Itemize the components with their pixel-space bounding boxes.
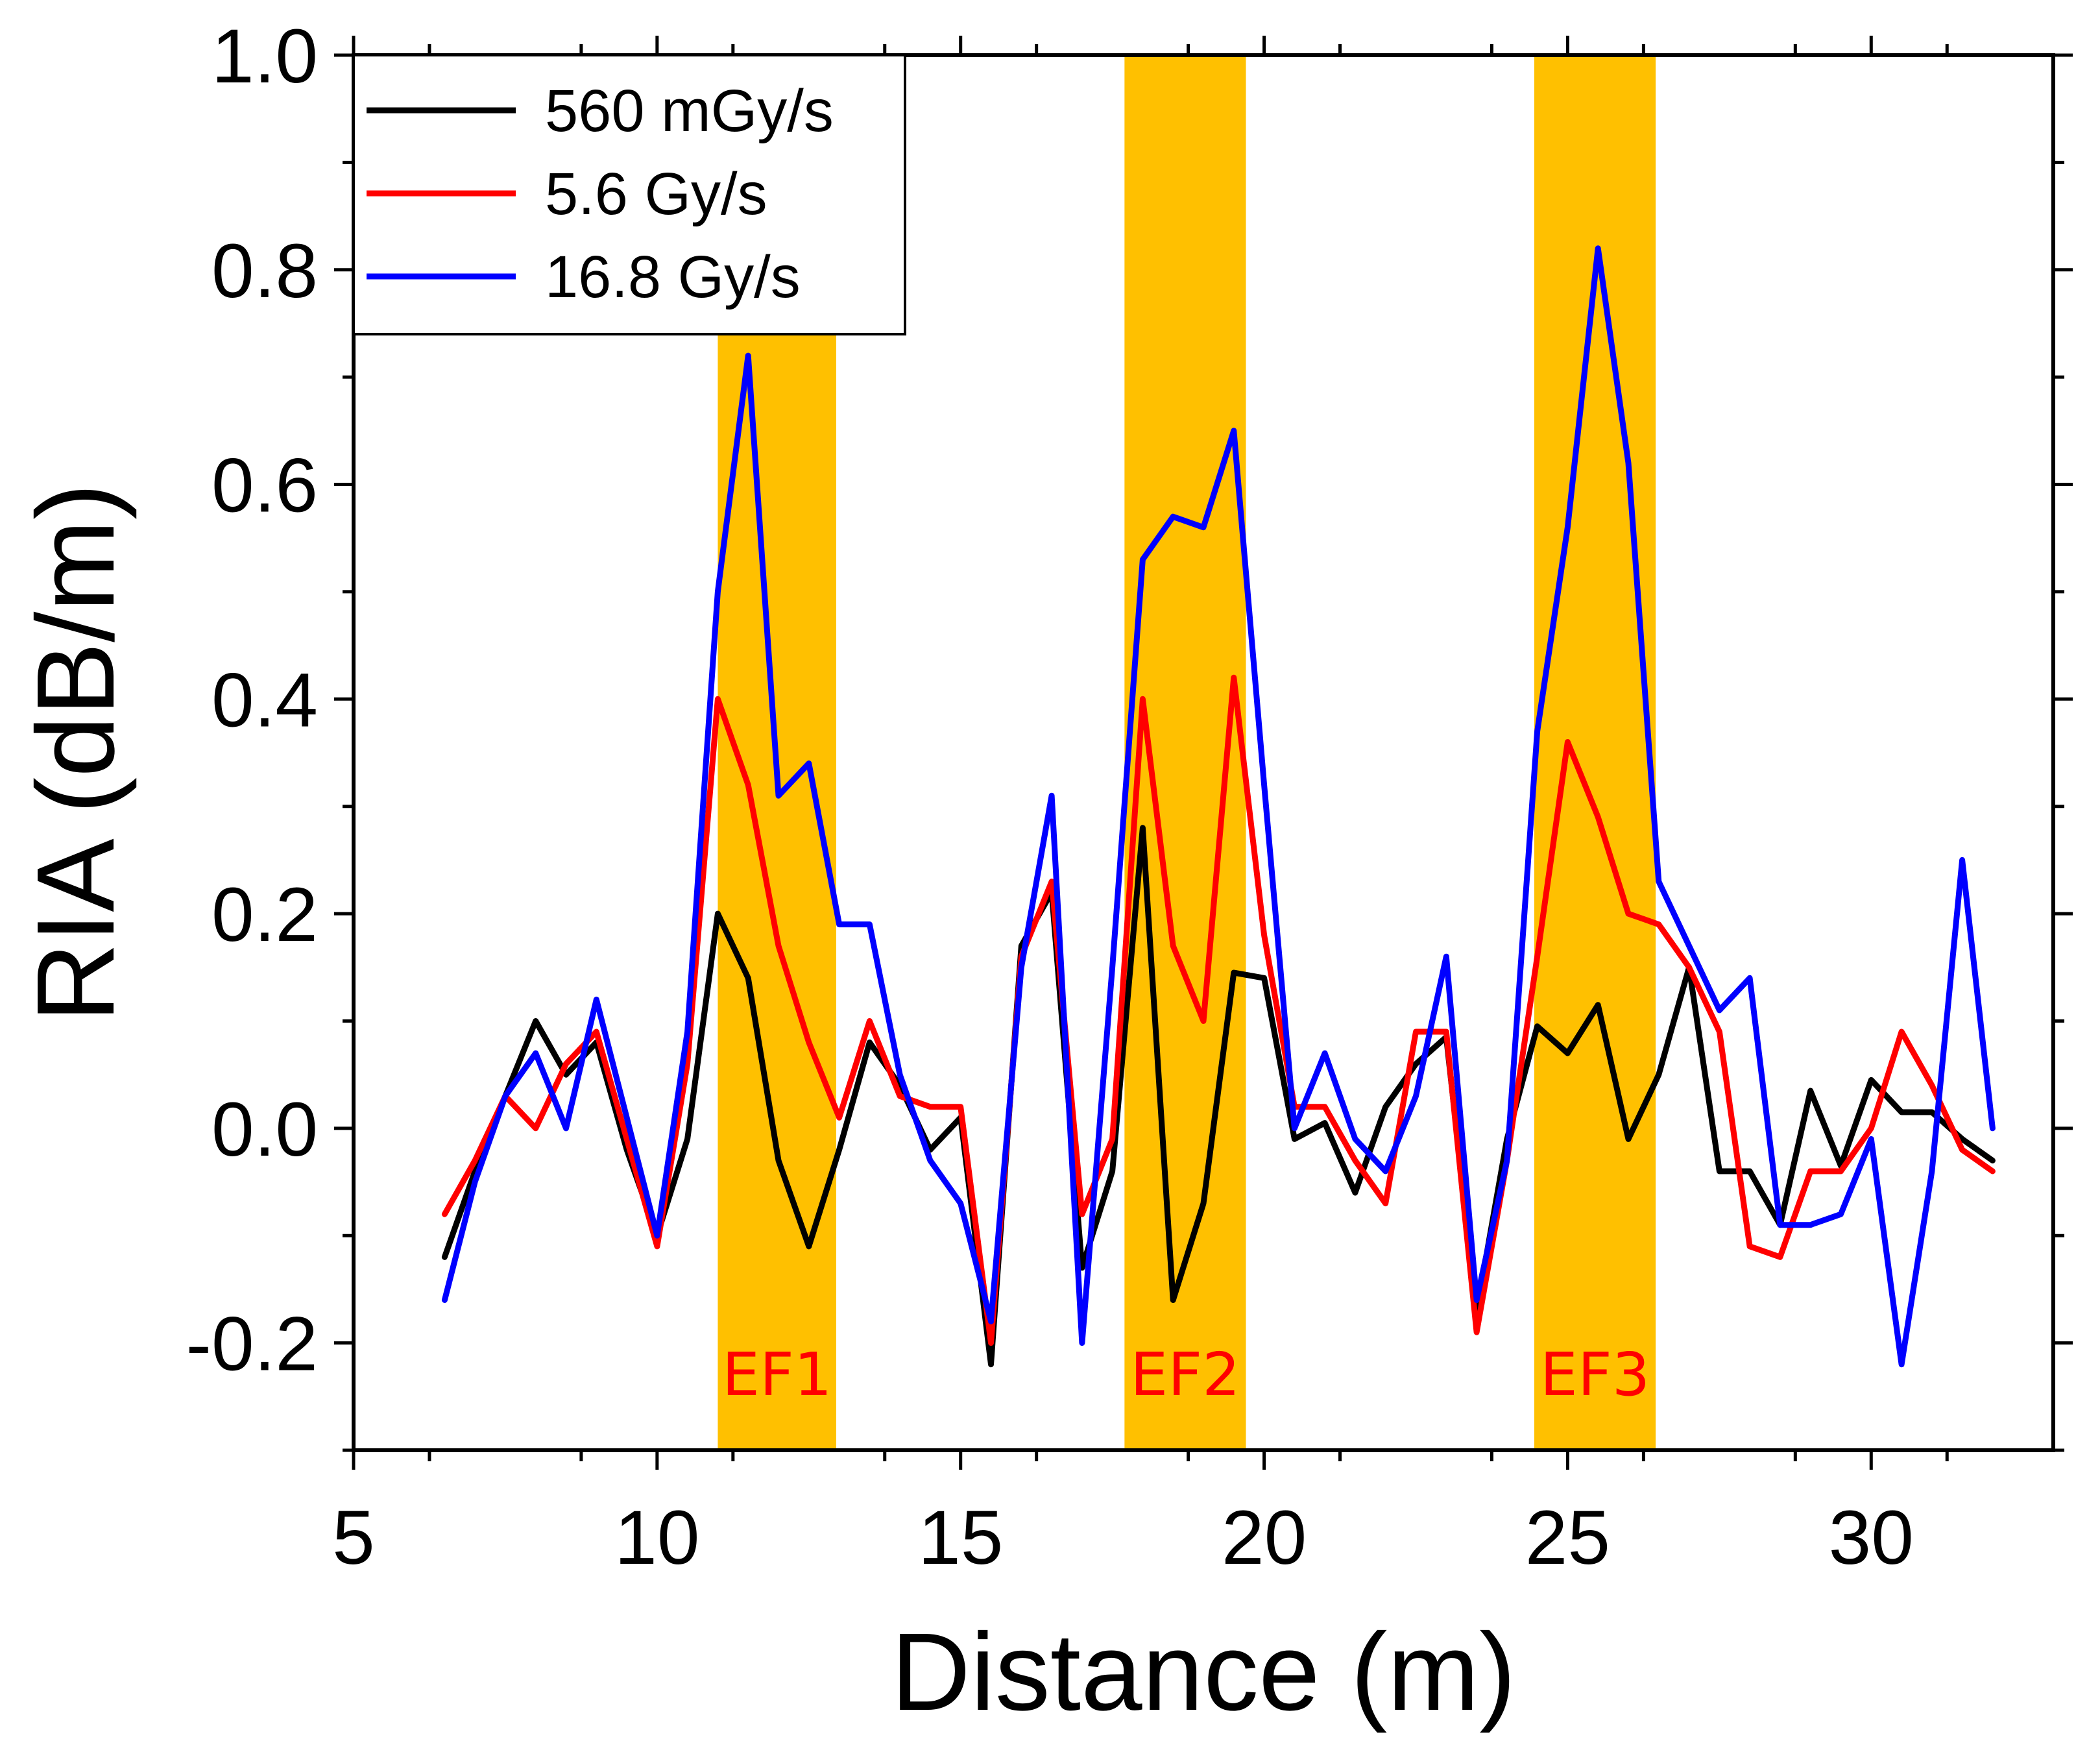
- legend-label-3: 16.8 Gy/s: [545, 244, 801, 310]
- y-tick-label: 0.6: [211, 443, 318, 529]
- y-tick-label: 0.2: [211, 872, 318, 958]
- band-label-3: EF3: [1540, 1340, 1650, 1409]
- x-tick-label: 10: [614, 1495, 699, 1581]
- legend-items: 560 mGy/s 5.6 Gy/s 16.8 Gy/s: [367, 78, 834, 310]
- band-label-1: EF1: [722, 1340, 832, 1409]
- x-tick-label: 5: [332, 1495, 375, 1581]
- series-line-2: [441, 674, 1996, 1346]
- band-label-2: EF2: [1130, 1340, 1240, 1409]
- series-line-3: [441, 245, 1996, 1368]
- x-axis-title: Distance (m): [891, 1611, 1515, 1734]
- x-tick-label: 25: [1525, 1495, 1610, 1581]
- legend-label-1: 560 mGy/s: [545, 78, 834, 144]
- series-line-1: [441, 825, 1996, 1368]
- data-series: [441, 245, 1996, 1368]
- axis-ticks: 5 10 15 20 25 30 -0.2 0.0 0.2 0.4 0.6 0.8 1.0: [186, 14, 2073, 1581]
- legend-label-2: 5.6 Gy/s: [545, 161, 767, 227]
- y-tick-label: 0.0: [211, 1087, 318, 1173]
- x-tick-label: 20: [1222, 1495, 1307, 1581]
- y-tick-label: -0.2: [186, 1302, 318, 1387]
- y-tick-label: 1.0: [211, 14, 318, 99]
- legend: 560 mGy/s 5.6 Gy/s 16.8 Gy/s: [352, 54, 906, 335]
- plot-frame: [352, 53, 2055, 1452]
- y-tick-label: 0.4: [211, 657, 318, 743]
- y-axis-title: RIA (dB/m): [14, 483, 138, 1022]
- y-tick-label: 0.8: [211, 228, 318, 314]
- x-tick-label: 15: [918, 1495, 1003, 1581]
- x-tick-label: 30: [1829, 1495, 1914, 1581]
